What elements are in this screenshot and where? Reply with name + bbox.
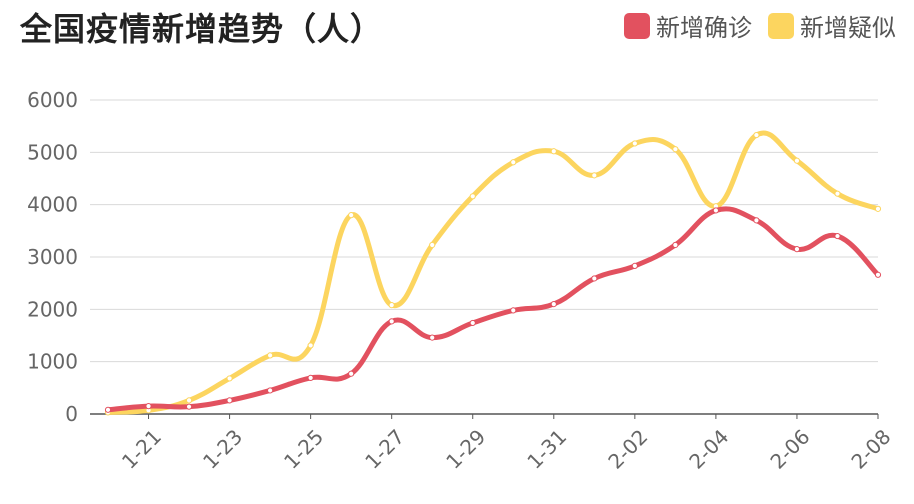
series-line bbox=[105, 130, 881, 415]
y-tick-label: 4000 bbox=[27, 193, 78, 217]
series-confirmed bbox=[104, 206, 882, 413]
data-point[interactable] bbox=[185, 403, 193, 410]
data-point[interactable] bbox=[429, 334, 436, 341]
series-suspected bbox=[104, 130, 882, 416]
data-point[interactable] bbox=[672, 146, 679, 153]
legend-item-confirmed[interactable]: 新增确诊 bbox=[624, 8, 752, 43]
legend-label-confirmed: 新增确诊 bbox=[656, 14, 752, 42]
data-point[interactable] bbox=[591, 275, 598, 282]
data-point[interactable] bbox=[712, 207, 719, 214]
data-point[interactable] bbox=[226, 397, 233, 404]
data-point[interactable] bbox=[672, 241, 679, 249]
legend-label-suspected: 新增疑似 bbox=[800, 14, 896, 42]
x-tick-label: 2-02 bbox=[603, 425, 652, 474]
data-point[interactable] bbox=[429, 241, 436, 249]
legend-swatch-confirmed bbox=[624, 12, 650, 39]
y-tick-label: 6000 bbox=[27, 88, 78, 112]
x-tick-label: 1-27 bbox=[360, 425, 409, 474]
data-point[interactable] bbox=[226, 375, 233, 382]
series-lines bbox=[104, 130, 882, 416]
x-tick-label: 2-06 bbox=[765, 425, 814, 474]
data-point[interactable] bbox=[834, 190, 841, 197]
data-point[interactable] bbox=[469, 319, 476, 327]
x-tick-label: 2-08 bbox=[846, 425, 895, 474]
x-tick-label: 1-29 bbox=[441, 425, 490, 474]
x-tick-label: 1-25 bbox=[279, 425, 328, 474]
y-tick-label: 1000 bbox=[27, 350, 78, 374]
data-point[interactable] bbox=[793, 246, 801, 253]
data-point[interactable] bbox=[631, 140, 638, 147]
data-point[interactable] bbox=[753, 131, 760, 139]
data-point[interactable] bbox=[267, 387, 274, 394]
y-tick-label: 5000 bbox=[27, 140, 78, 164]
x-tick-label: 2-04 bbox=[684, 425, 733, 474]
data-point[interactable] bbox=[550, 148, 557, 155]
data-point[interactable] bbox=[348, 370, 355, 377]
series-line bbox=[105, 206, 881, 413]
data-point[interactable] bbox=[145, 403, 152, 410]
data-point[interactable] bbox=[307, 374, 314, 381]
data-point[interactable] bbox=[874, 271, 882, 278]
data-point[interactable] bbox=[267, 352, 274, 359]
gridlines bbox=[90, 99, 878, 415]
x-tick-label: 1-23 bbox=[198, 425, 247, 474]
y-tick-label: 2000 bbox=[27, 297, 78, 321]
x-tick-label: 1-31 bbox=[522, 425, 571, 474]
legend: 新增确诊 新增疑似 bbox=[624, 8, 896, 43]
chart-title: 全国疫情新增趋势（人） bbox=[20, 10, 384, 48]
data-point[interactable] bbox=[753, 217, 760, 224]
y-tick-label: 3000 bbox=[27, 245, 78, 269]
data-point[interactable] bbox=[388, 302, 395, 309]
legend-swatch-suspected bbox=[768, 12, 794, 39]
data-point[interactable] bbox=[388, 318, 395, 325]
data-point[interactable] bbox=[874, 205, 882, 212]
x-axis: 1-21 1-23 1-25 1-27 1-29 1-31 2-02 2-04 2-06 2-08 bbox=[117, 414, 896, 474]
data-point[interactable] bbox=[348, 212, 355, 219]
data-point[interactable] bbox=[307, 342, 314, 349]
data-point[interactable] bbox=[104, 406, 112, 413]
data-point[interactable] bbox=[631, 262, 638, 269]
data-point[interactable] bbox=[591, 172, 598, 179]
y-tick-label: 0 bbox=[65, 402, 78, 426]
data-point[interactable] bbox=[793, 157, 801, 164]
legend-item-suspected[interactable]: 新增疑似 bbox=[768, 8, 896, 43]
data-point[interactable] bbox=[550, 301, 557, 308]
data-point[interactable] bbox=[185, 397, 193, 404]
data-point[interactable] bbox=[834, 232, 841, 240]
data-point[interactable] bbox=[469, 193, 476, 200]
y-axis: 0 1000 2000 3000 4000 5000 6000 bbox=[27, 88, 78, 426]
data-point[interactable] bbox=[510, 307, 517, 314]
x-tick-label: 1-21 bbox=[117, 425, 166, 474]
data-point[interactable] bbox=[510, 159, 517, 166]
